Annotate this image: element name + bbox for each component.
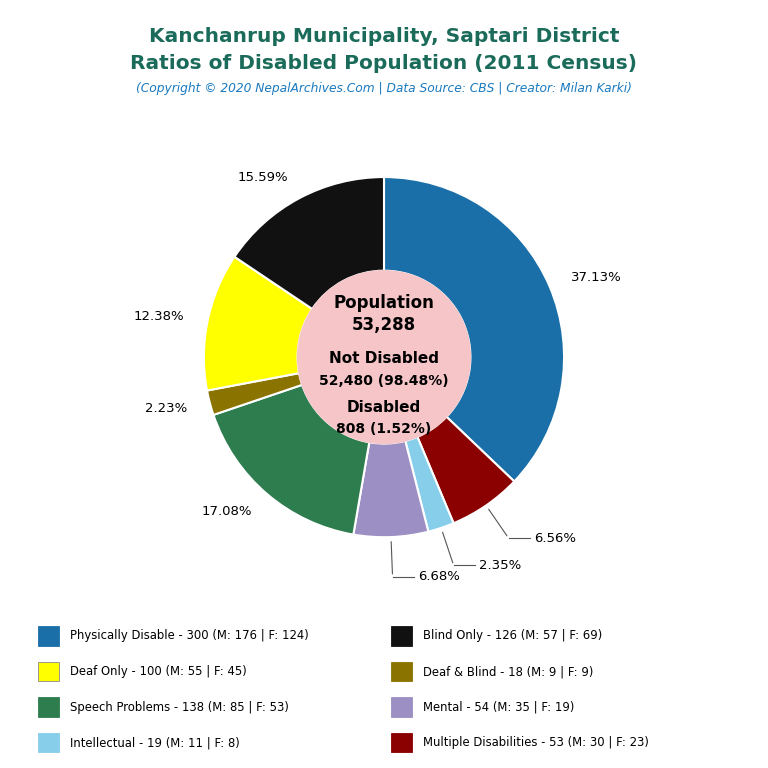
Bar xyxy=(391,662,412,681)
Text: 53,288: 53,288 xyxy=(352,316,416,334)
Bar xyxy=(38,697,59,717)
Text: Deaf Only - 100 (M: 55 | F: 45): Deaf Only - 100 (M: 55 | F: 45) xyxy=(70,665,247,678)
Text: 37.13%: 37.13% xyxy=(571,270,622,283)
Text: 12.38%: 12.38% xyxy=(134,310,184,323)
Wedge shape xyxy=(384,177,564,482)
Text: Deaf & Blind - 18 (M: 9 | F: 9): Deaf & Blind - 18 (M: 9 | F: 9) xyxy=(423,665,593,678)
Wedge shape xyxy=(417,417,515,523)
Bar xyxy=(38,626,59,646)
Wedge shape xyxy=(353,441,429,537)
Text: 17.08%: 17.08% xyxy=(201,505,252,518)
Text: Population: Population xyxy=(333,294,435,312)
Wedge shape xyxy=(214,385,369,535)
Bar xyxy=(391,626,412,646)
Bar xyxy=(391,733,412,753)
Text: Physically Disable - 300 (M: 176 | F: 124): Physically Disable - 300 (M: 176 | F: 12… xyxy=(70,630,308,643)
Text: 52,480 (98.48%): 52,480 (98.48%) xyxy=(319,373,449,388)
Wedge shape xyxy=(406,437,454,531)
Text: Intellectual - 19 (M: 11 | F: 8): Intellectual - 19 (M: 11 | F: 8) xyxy=(70,736,240,749)
Text: 808 (1.52%): 808 (1.52%) xyxy=(336,422,432,436)
Text: Blind Only - 126 (M: 57 | F: 69): Blind Only - 126 (M: 57 | F: 69) xyxy=(423,630,602,643)
Text: 6.56%: 6.56% xyxy=(534,531,576,545)
Text: 2.23%: 2.23% xyxy=(145,402,187,415)
Text: 2.35%: 2.35% xyxy=(479,559,521,572)
Text: Kanchanrup Municipality, Saptari District: Kanchanrup Municipality, Saptari Distric… xyxy=(149,27,619,46)
Text: Speech Problems - 138 (M: 85 | F: 53): Speech Problems - 138 (M: 85 | F: 53) xyxy=(70,700,289,713)
Wedge shape xyxy=(234,177,384,309)
Text: Disabled: Disabled xyxy=(347,400,421,415)
Wedge shape xyxy=(204,257,313,391)
Text: 6.68%: 6.68% xyxy=(418,570,459,583)
Text: Multiple Disabilities - 53 (M: 30 | F: 23): Multiple Disabilities - 53 (M: 30 | F: 2… xyxy=(423,736,649,749)
Bar xyxy=(38,733,59,753)
Text: Ratios of Disabled Population (2011 Census): Ratios of Disabled Population (2011 Cens… xyxy=(131,54,637,73)
Bar xyxy=(38,662,59,681)
Circle shape xyxy=(297,270,471,444)
Text: Not Disabled: Not Disabled xyxy=(329,352,439,366)
Text: (Copyright © 2020 NepalArchives.Com | Data Source: CBS | Creator: Milan Karki): (Copyright © 2020 NepalArchives.Com | Da… xyxy=(136,82,632,95)
Text: Mental - 54 (M: 35 | F: 19): Mental - 54 (M: 35 | F: 19) xyxy=(423,700,574,713)
Text: 15.59%: 15.59% xyxy=(237,171,288,184)
Wedge shape xyxy=(207,373,302,415)
Bar xyxy=(391,697,412,717)
